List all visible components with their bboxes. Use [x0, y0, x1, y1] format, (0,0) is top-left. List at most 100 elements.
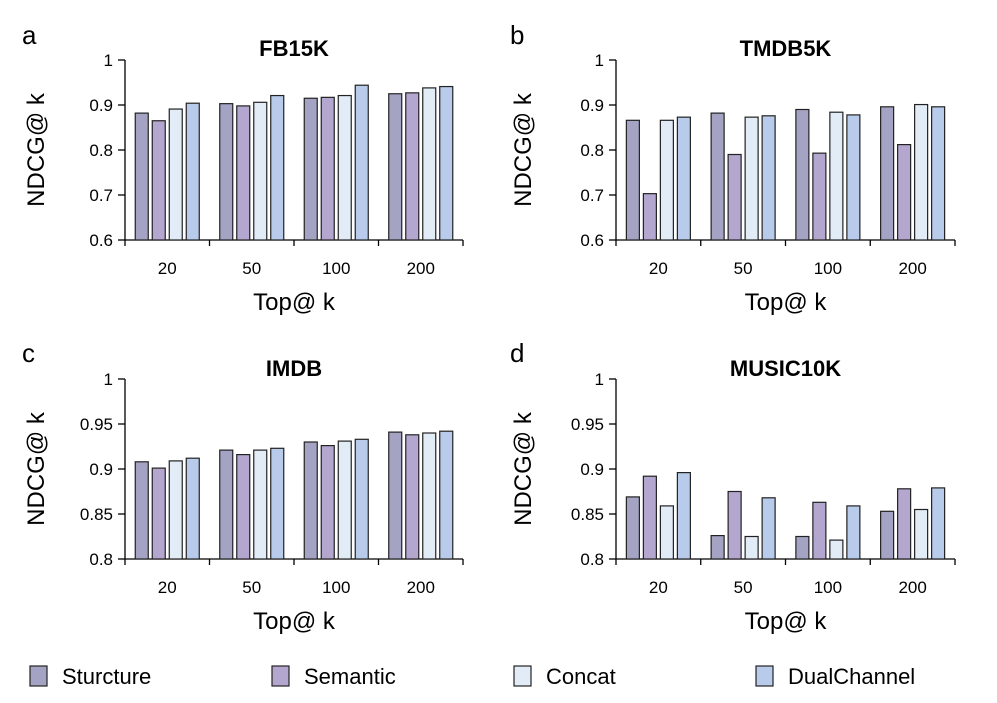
bar-dualchannel-200	[439, 430, 454, 560]
bar-dualchannel-100	[846, 114, 861, 241]
bar-sturcture-50	[710, 534, 725, 560]
bar-concat-20	[168, 108, 183, 241]
x-tick-label: 100	[322, 259, 350, 278]
bar-dualchannel-20	[676, 472, 691, 560]
y-tick-label: 0.85	[571, 505, 604, 524]
y-tick-label: 1	[104, 370, 113, 389]
y-tick-label: 0.85	[80, 505, 113, 524]
bar-semantic-50	[727, 153, 742, 241]
bar-semantic-200	[405, 92, 420, 241]
legend-swatch-semantic	[271, 665, 290, 687]
bar-dualchannel-20	[185, 102, 200, 241]
bar-dualchannel-100	[846, 505, 861, 560]
chart-title: IMDB	[266, 356, 322, 381]
bar-sturcture-50	[219, 103, 234, 241]
x-tick-label: 50	[734, 259, 753, 278]
y-tick-label: 0.9	[89, 460, 113, 479]
bar-concat-200	[422, 87, 437, 241]
bar-concat-20	[659, 119, 674, 241]
legend-label-dualchannel: DualChannel	[788, 664, 915, 689]
bar-dualchannel-20	[185, 457, 200, 560]
y-axis-label: NDCG@ k	[23, 92, 50, 207]
y-axis-label: NDCG@ k	[510, 92, 537, 207]
x-axis-label: Top@ k	[745, 608, 828, 635]
x-tick-label: 200	[407, 578, 435, 597]
panel-letter: a	[22, 20, 37, 50]
y-axis-label: NDCG@ k	[510, 411, 537, 526]
bar-semantic-100	[320, 445, 335, 560]
bar-dualchannel-50	[270, 447, 285, 560]
bar-concat-20	[168, 460, 183, 560]
bar-concat-100	[829, 111, 844, 241]
y-tick-label: 0.6	[89, 231, 113, 250]
x-tick-label: 20	[158, 578, 177, 597]
bar-semantic-20	[642, 193, 657, 241]
bar-sturcture-50	[219, 449, 234, 560]
y-tick-label: 1	[595, 51, 604, 70]
bar-semantic-20	[151, 467, 166, 560]
y-tick-label: 0.8	[580, 141, 604, 160]
y-tick-label: 1	[595, 370, 604, 389]
bar-dualchannel-50	[761, 497, 776, 560]
x-tick-label: 50	[734, 578, 753, 597]
chart-title: MUSIC10K	[730, 356, 841, 381]
bar-concat-200	[422, 432, 437, 560]
panel-letter: c	[22, 338, 35, 368]
y-tick-label: 0.95	[80, 415, 113, 434]
x-tick-label: 50	[242, 259, 261, 278]
bar-semantic-50	[236, 105, 251, 241]
bar-dualchannel-100	[354, 84, 369, 241]
legend-swatch-concat	[513, 665, 532, 687]
bar-semantic-100	[320, 96, 335, 241]
x-axis-label: Top@ k	[253, 608, 336, 635]
y-tick-label: 0.8	[89, 550, 113, 569]
y-tick-label: 0.9	[89, 96, 113, 115]
bar-concat-50	[744, 535, 759, 560]
bar-sturcture-200	[880, 510, 895, 560]
bar-dualchannel-200	[931, 487, 946, 560]
y-tick-label: 0.7	[580, 186, 604, 205]
y-tick-label: 0.8	[580, 550, 604, 569]
bar-semantic-50	[727, 490, 742, 560]
bar-semantic-100	[812, 152, 827, 241]
bar-concat-200	[914, 103, 929, 241]
bar-concat-50	[744, 116, 759, 241]
y-axis-label: NDCG@ k	[23, 411, 50, 526]
bar-dualchannel-200	[931, 106, 946, 241]
bar-sturcture-100	[795, 535, 810, 560]
x-tick-label: 200	[898, 259, 926, 278]
bar-concat-100	[337, 94, 352, 241]
bar-sturcture-100	[303, 97, 318, 241]
bar-dualchannel-50	[270, 94, 285, 241]
legend-swatch-sturcture	[29, 665, 48, 687]
legend-swatch-dualchannel	[755, 665, 774, 687]
bar-dualchannel-100	[354, 438, 369, 560]
panel-letter: d	[510, 338, 524, 368]
y-tick-label: 0.9	[580, 460, 604, 479]
x-tick-label: 20	[649, 578, 668, 597]
bar-dualchannel-20	[676, 116, 691, 241]
x-axis-label: Top@ k	[253, 289, 336, 316]
bar-dualchannel-50	[761, 115, 776, 241]
bar-semantic-20	[642, 475, 657, 560]
bar-sturcture-20	[134, 461, 149, 560]
bar-concat-50	[253, 101, 268, 241]
x-tick-label: 200	[407, 259, 435, 278]
y-tick-label: 0.8	[89, 141, 113, 160]
y-tick-label: 0.7	[89, 186, 113, 205]
x-tick-label: 100	[814, 259, 842, 278]
bar-sturcture-100	[303, 441, 318, 560]
bar-sturcture-200	[880, 106, 895, 241]
bar-semantic-100	[812, 501, 827, 560]
panel-letter: b	[510, 20, 524, 50]
legend-label-sturcture: Sturcture	[62, 664, 151, 689]
bar-sturcture-20	[625, 496, 640, 560]
bar-semantic-200	[405, 434, 420, 560]
x-tick-label: 50	[242, 578, 261, 597]
y-tick-label: 0.95	[571, 415, 604, 434]
x-tick-label: 100	[814, 578, 842, 597]
legend-label-concat: Concat	[546, 664, 616, 689]
chart-title: TMDB5K	[740, 36, 832, 61]
bar-dualchannel-200	[439, 85, 454, 241]
